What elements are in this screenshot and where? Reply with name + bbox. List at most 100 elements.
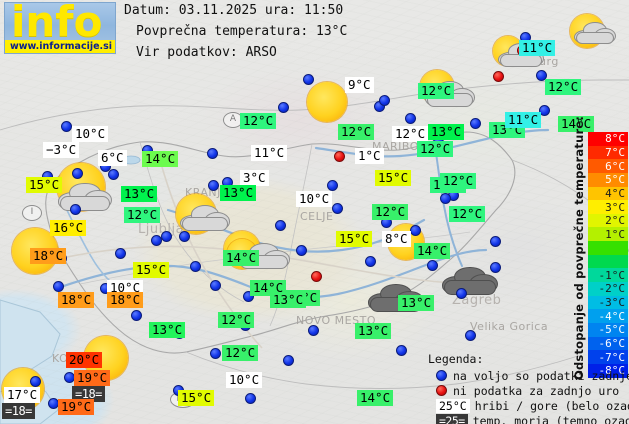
station-marker[interactable] — [70, 204, 81, 215]
station-marker[interactable] — [440, 193, 451, 204]
station-marker[interactable] — [72, 168, 83, 179]
scale-step: 3°C — [588, 200, 628, 214]
station-marker[interactable] — [465, 330, 476, 341]
scale-step: -5°C — [588, 322, 628, 337]
station-marker[interactable] — [179, 231, 190, 242]
temperature-chip: 12°C — [240, 113, 277, 129]
temperature-chip: 12°C — [440, 173, 477, 189]
station-marker[interactable] — [308, 325, 319, 336]
station-marker[interactable] — [539, 105, 550, 116]
station-marker[interactable] — [108, 169, 119, 180]
temperature-chip: 13°C — [149, 322, 186, 338]
temperature-chip: 12°C — [417, 141, 454, 157]
cloud-base — [444, 279, 496, 295]
station-marker-no-data[interactable] — [311, 271, 322, 282]
station-marker[interactable] — [208, 180, 219, 191]
temperature-chip: 12°C — [218, 312, 255, 328]
place-label: Velika Gorica — [470, 320, 549, 333]
temperature-chip: 6°C — [98, 150, 127, 166]
station-marker[interactable] — [427, 260, 438, 271]
station-marker[interactable] — [296, 245, 307, 256]
station-marker[interactable] — [283, 355, 294, 366]
place-label: MARIBOR — [372, 140, 428, 153]
station-marker-no-data[interactable] — [493, 71, 504, 82]
temperature-chip: 10°C — [226, 372, 263, 388]
station-marker[interactable] — [275, 220, 286, 231]
legend-no-data-dot-icon — [436, 385, 447, 396]
scale-step: -3°C — [588, 295, 628, 310]
scale-step: -7°C — [588, 350, 628, 364]
station-marker[interactable] — [410, 225, 421, 236]
legend-item: na voljo so podatki zadnje ure — [428, 368, 629, 383]
scale-axis-title: Odstopanje od povprečne temperature: — [572, 115, 586, 381]
cloud-icon — [425, 81, 475, 108]
temperature-chip: 14°C — [414, 243, 451, 259]
scale-step: 6°C — [588, 159, 628, 173]
scale-step: -8°C — [588, 363, 628, 378]
scale-step: 4°C — [588, 186, 628, 201]
legend-mountain-chip-sample: 25°C — [436, 398, 470, 413]
temperature-chip: 15°C — [336, 231, 373, 247]
station-marker[interactable] — [456, 288, 467, 299]
temperature-chip: 19°C — [58, 399, 95, 415]
temperature-chip: 13°C — [220, 185, 257, 201]
scale-step — [588, 254, 628, 269]
station-marker[interactable] — [61, 121, 72, 132]
station-marker[interactable] — [490, 262, 501, 273]
station-marker[interactable] — [278, 102, 289, 113]
station-marker[interactable] — [131, 310, 142, 321]
scale-step-label: -4°C — [598, 309, 626, 323]
station-marker[interactable] — [303, 74, 314, 85]
station-marker[interactable] — [379, 95, 390, 106]
station-marker[interactable] — [115, 248, 126, 259]
legend-data-dot-icon — [436, 370, 447, 381]
station-marker[interactable] — [327, 180, 338, 191]
temperature-chip: 12°C — [545, 79, 582, 95]
legend-item-label: na voljo so podatki zadnje ure — [453, 368, 629, 383]
temperature-deviation-scale: 8°C 7°C 6°C 5°C 4°C 3°C 2°C 1°C -1°C -2°C -3°C -4°C… — [588, 132, 628, 378]
station-marker[interactable] — [30, 376, 41, 387]
station-marker-no-data[interactable] — [334, 151, 345, 162]
station-marker[interactable] — [53, 281, 64, 292]
temperature-chip: 11°C — [505, 112, 542, 128]
scale-step: 8°C — [588, 132, 628, 146]
station-marker[interactable] — [490, 236, 501, 247]
cloud-base — [576, 32, 614, 45]
station-marker[interactable] — [151, 235, 162, 246]
logo-wordmark: info — [11, 2, 103, 46]
temperature-chip: 13°C — [428, 124, 465, 140]
temperature-chip: 15°C — [375, 170, 412, 186]
place-label: CELJE — [300, 210, 334, 223]
sea-temperature-chip: =18= — [72, 386, 105, 402]
station-marker[interactable] — [161, 231, 172, 242]
station-marker[interactable] — [243, 291, 254, 302]
temperature-chip: 15°C — [178, 390, 215, 406]
station-marker[interactable] — [396, 345, 407, 356]
legend: Legenda: na voljo so podatki zadnje uren… — [428, 352, 629, 424]
scale-step: 5°C — [588, 172, 628, 187]
temperature-chip: 14°C — [223, 250, 260, 266]
sea-temperature-chip: =18= — [2, 403, 35, 419]
scale-step-label: 6°C — [605, 159, 625, 173]
temperature-chip: 8°C — [382, 231, 411, 247]
temperature-chip: 1°C — [355, 148, 384, 164]
scale-step-label: -8°C — [598, 364, 626, 378]
station-marker[interactable] — [470, 118, 481, 129]
scale-step-label: -3°C — [598, 296, 626, 309]
temperature-chip: 14°C — [558, 116, 595, 132]
station-marker[interactable] — [365, 256, 376, 267]
temperature-chip: 12°C — [392, 126, 429, 142]
station-marker[interactable] — [190, 261, 201, 272]
temperature-chip: 15°C — [133, 262, 170, 278]
station-marker[interactable] — [210, 348, 221, 359]
station-marker[interactable] — [245, 393, 256, 404]
station-marker[interactable] — [405, 113, 416, 124]
station-marker[interactable] — [210, 280, 221, 291]
header-average-temperature: Povprečna temperatura: 13°C — [136, 24, 348, 39]
station-marker[interactable] — [207, 148, 218, 159]
temperature-chip: 17°C — [4, 387, 41, 403]
station-marker[interactable] — [332, 203, 343, 214]
site-logo[interactable]: info www.informacije.si — [4, 2, 116, 54]
station-marker[interactable] — [536, 70, 547, 81]
temperature-chip: 13°C — [398, 295, 435, 311]
